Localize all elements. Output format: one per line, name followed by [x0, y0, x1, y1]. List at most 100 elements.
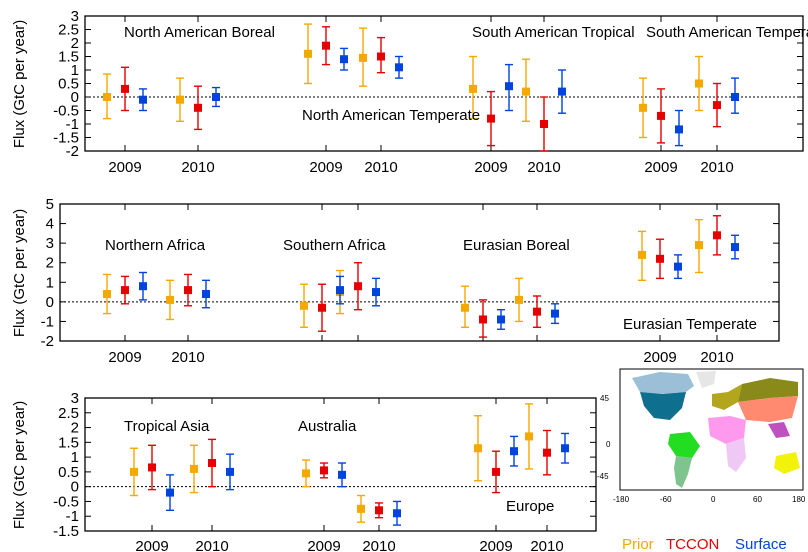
map-xtick: 60	[753, 495, 762, 504]
xtick-label: 2010	[181, 159, 214, 176]
ytick-label: -0.5	[53, 103, 79, 120]
point-prior	[103, 290, 111, 299]
point-surface	[336, 286, 344, 295]
map-region-greenland	[696, 371, 716, 388]
point-prior	[639, 103, 647, 112]
region-label: North American Temperate	[302, 107, 480, 124]
xtick-label: 2010	[700, 159, 733, 176]
map-region-north-american-boreal	[632, 372, 694, 394]
point-tccon	[540, 120, 548, 128]
point-prior	[130, 467, 138, 476]
point-prior	[300, 301, 308, 310]
ytick-label: -1	[41, 313, 54, 330]
ytick-label: 1	[71, 449, 79, 466]
point-tccon	[121, 286, 129, 295]
plot-frame	[59, 203, 780, 342]
xtick-label: 2009	[643, 349, 676, 366]
point-surface	[139, 95, 147, 104]
point-prior	[469, 84, 477, 93]
point-tccon	[713, 101, 721, 110]
ytick-label: 2	[71, 420, 79, 437]
point-tccon	[479, 315, 487, 324]
ytick-label: 1.5	[58, 49, 79, 66]
point-prior	[357, 504, 365, 513]
xtick-label: 2010	[530, 538, 563, 552]
point-prior	[638, 250, 646, 259]
point-surface	[675, 125, 683, 134]
map-ytick: 0	[606, 440, 611, 449]
map-regions	[632, 371, 800, 488]
point-tccon	[121, 84, 129, 93]
region-label: Northern Africa	[105, 237, 206, 254]
point-prior	[522, 87, 530, 96]
point-prior	[176, 95, 184, 104]
region-map-inset: 45 0 -45 -180 -60 0 60 180	[597, 368, 806, 504]
point-prior	[190, 464, 198, 473]
ytick-label: 0	[71, 89, 79, 106]
point-surface	[393, 509, 401, 518]
ytick-label: 0.5	[58, 464, 79, 481]
region-label: Southern Africa	[283, 237, 386, 254]
map-region-north-american-temperate	[640, 392, 686, 420]
xtick-label: 2009	[108, 349, 141, 366]
legend-item-surface: Surface	[735, 536, 787, 552]
point-tccon	[713, 231, 721, 240]
point-surface	[340, 55, 348, 64]
legend-item-tccon: TCCON	[666, 536, 719, 552]
xtick-label: 2009	[108, 159, 141, 176]
xtick-label: 2010	[364, 159, 397, 176]
y-axis-label: Flux (GtC per year)	[11, 401, 28, 529]
point-prior	[525, 432, 533, 441]
ytick-label: 3	[71, 8, 79, 25]
point-prior	[474, 444, 482, 453]
point-tccon	[208, 459, 216, 468]
ytick-label: 2.5	[58, 405, 79, 422]
ytick-label: 0	[71, 479, 79, 496]
map-region-europe	[712, 384, 742, 410]
point-prior	[103, 93, 111, 101]
point-surface	[674, 262, 682, 271]
xtick-label: 2009	[309, 159, 342, 176]
map-region-tropical-asia	[768, 422, 790, 438]
point-surface	[731, 243, 739, 252]
xtick-label: 2009	[479, 538, 512, 552]
xtick-label: 2010	[362, 538, 395, 552]
xtick-label: 2010	[700, 349, 733, 366]
point-tccon	[375, 506, 383, 515]
region-label: Tropical Asia	[124, 418, 210, 435]
xtick-label: 2009	[644, 159, 677, 176]
point-surface	[212, 93, 220, 101]
ytick-label: 1	[46, 274, 54, 291]
xtick-label: 2009	[474, 159, 507, 176]
map-xtick: 180	[792, 495, 806, 504]
point-tccon	[377, 52, 385, 61]
ytick-label: 2	[46, 255, 54, 272]
region-label: South American Tropical	[472, 24, 635, 41]
region-label: Europe	[506, 498, 554, 515]
ytick-label: -2	[41, 333, 54, 350]
point-tccon	[194, 103, 202, 112]
ytick-label: -1	[66, 116, 79, 133]
point-prior	[359, 53, 367, 62]
ytick-label: 3	[71, 390, 79, 407]
map-region-south-american-temperate	[674, 456, 692, 488]
map-axis: 45 0 -45 -180 -60 0 60 180	[597, 394, 806, 504]
point-surface	[558, 87, 566, 96]
ytick-label: -1.5	[53, 130, 79, 147]
map-xtick: 0	[711, 495, 716, 504]
map-region-northern-africa	[708, 416, 746, 444]
point-surface	[505, 82, 513, 91]
panel-1: 32.521.510.50-0.5-1-1.5-2 2009 2010 2009 201…	[11, 8, 804, 176]
ytick-label: 3	[46, 235, 54, 252]
point-prior	[461, 303, 469, 312]
point-tccon	[533, 307, 541, 316]
ytick-label: -2	[66, 143, 79, 160]
point-prior	[695, 79, 703, 88]
legend: Prior TCCON Surface	[622, 536, 787, 552]
ytick-label: -1.5	[53, 523, 79, 540]
plot-frame	[84, 397, 597, 532]
point-surface	[372, 288, 380, 297]
legend-item-prior: Prior	[622, 536, 654, 552]
point-surface	[510, 447, 518, 456]
point-tccon	[492, 467, 500, 476]
